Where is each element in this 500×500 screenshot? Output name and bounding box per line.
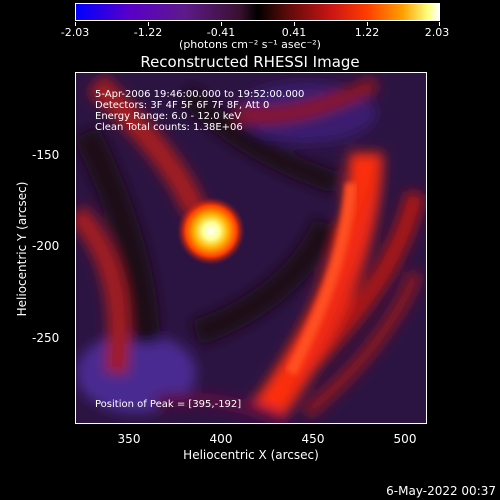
x-tick-label: 350 — [117, 432, 141, 446]
y-tick-label: -250 — [32, 331, 60, 345]
page-title: Reconstructed RHESSI Image — [140, 53, 360, 71]
colorbar-tick — [367, 22, 368, 26]
colorbar-tick-label: -2.03 — [60, 26, 90, 39]
colorbar-tick — [294, 22, 295, 26]
info-line-energy: Energy Range: 6.0 - 12.0 keV — [95, 111, 242, 122]
colorbar-tick-label: -1.22 — [133, 26, 163, 39]
colorbar-tick — [221, 22, 222, 26]
info-line-counts: Clean Total counts: 1.38E+06 — [95, 122, 243, 133]
image-plot: 5-Apr-2006 19:46:00.000 to 19:52:00.000 … — [75, 72, 427, 424]
colorbar-tick — [148, 22, 149, 26]
peak-source — [177, 197, 245, 265]
x-tick-label: 500 — [393, 432, 417, 446]
colorbar-unit: (photons cm⁻² s⁻¹ asec⁻²) — [179, 38, 321, 51]
y-tick-label: -150 — [32, 148, 60, 162]
peak-position: Position of Peak = [395,-192] — [95, 399, 242, 410]
colorbar-tick — [75, 22, 76, 26]
colorbar — [75, 3, 440, 21]
x-tick-label: 450 — [301, 432, 325, 446]
info-line-detectors: Detectors: 3F 4F 5F 6F 7F 8F, Att 0 — [95, 100, 270, 111]
y-axis-label: Heliocentric Y (arcsec) — [15, 181, 29, 317]
x-tick-label: 400 — [209, 432, 233, 446]
solar-image — [76, 73, 426, 423]
x-axis-label: Heliocentric X (arcsec) — [183, 448, 319, 462]
colorbar-tick-label: 1.22 — [354, 26, 380, 39]
colorbar-tick-label: 0.41 — [281, 26, 307, 39]
y-tick-label: -200 — [32, 239, 60, 253]
info-line-time: 5-Apr-2006 19:46:00.000 to 19:52:00.000 — [95, 89, 305, 100]
colorbar-tick-label: 2.03 — [424, 26, 450, 39]
colorbar-tick-label: -0.41 — [206, 26, 236, 39]
footer-date: 6-May-2022 00:37 — [386, 484, 496, 498]
colorbar-tick — [439, 22, 440, 26]
